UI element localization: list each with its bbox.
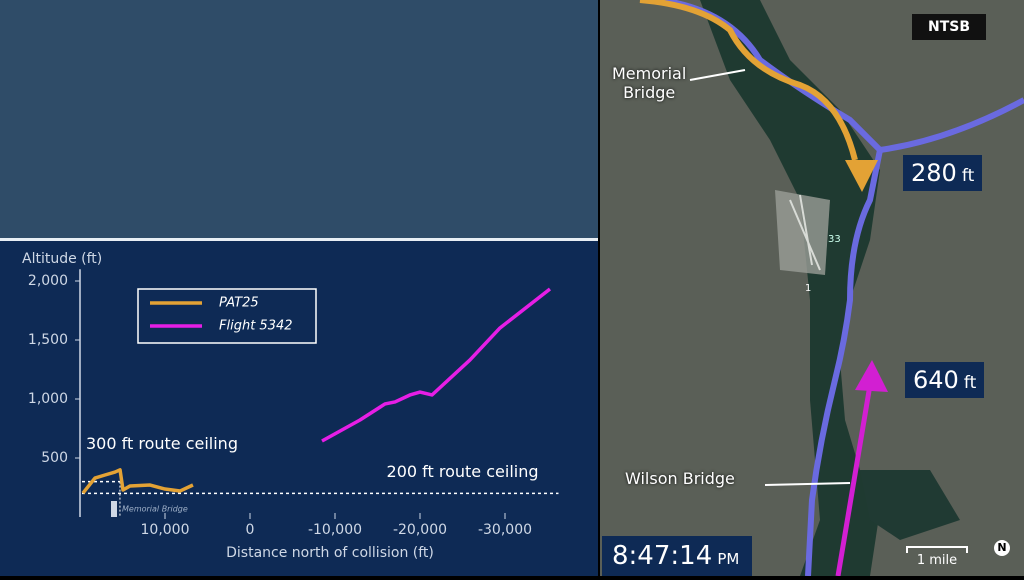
timestamp: 8:47:14 PM	[602, 536, 752, 576]
chart: Altitude (ft) Distance north of collisio…	[22, 251, 559, 561]
time-value: 8:47:14	[612, 541, 713, 571]
y-tick-label: 1,500	[28, 332, 68, 348]
series-line	[321, 287, 552, 443]
airplane-arrow	[855, 360, 888, 392]
x-tick-label: -10,000	[308, 522, 362, 538]
reference-label: 300 ft route ceiling	[86, 434, 238, 453]
altitude-value: 640	[913, 366, 959, 394]
airport	[775, 190, 830, 275]
source-badge: NTSB	[912, 14, 986, 40]
y-tick-label: 1,000	[28, 391, 68, 407]
altitude-badge: 280 ft	[903, 155, 983, 191]
y-axis-label: Altitude (ft)	[22, 251, 102, 267]
scale-bar	[906, 546, 968, 553]
altitude-value: 280	[911, 159, 957, 187]
wilson-bridge-line	[764, 482, 851, 486]
map-label: Memorial Bridge	[612, 64, 687, 102]
runways	[789, 194, 821, 271]
time-unit: PM	[717, 550, 740, 568]
map-label: Wilson Bridge	[625, 469, 735, 488]
top-panel	[0, 0, 598, 238]
compass: N	[994, 540, 1010, 556]
bridge-label: Memorial Bridge	[122, 505, 188, 514]
x-tick-label: -30,000	[478, 522, 532, 538]
airplane-path	[835, 384, 873, 577]
memorial-bridge-line	[689, 69, 746, 81]
river	[700, 0, 880, 576]
bridge-marker	[111, 501, 117, 517]
river-bay	[860, 470, 960, 540]
legend-label: PAT25	[219, 296, 259, 311]
reference-label: 200 ft route ceiling	[387, 462, 539, 481]
scale-label: 1 mile	[916, 553, 958, 568]
altitude-unit: ft	[963, 373, 977, 393]
legend-box	[137, 288, 317, 344]
legend-label: Flight 5342	[219, 319, 293, 334]
divider	[0, 238, 598, 241]
flight-path	[659, 0, 884, 577]
helicopter-arrow	[845, 160, 878, 192]
x-tick-label: 10,000	[141, 522, 190, 538]
x-tick-label: 0	[246, 522, 255, 538]
flight-path-north	[879, 97, 1024, 153]
altitude-badge: 640 ft	[905, 362, 985, 398]
runway-label: 1	[805, 283, 812, 294]
x-tick-label: -20,000	[393, 522, 447, 538]
map	[600, 0, 1024, 577]
series-line	[81, 468, 194, 495]
altitude-unit: ft	[961, 166, 975, 186]
x-axis-label: Distance north of collision (ft)	[226, 545, 434, 561]
y-tick-label: 500	[41, 450, 68, 466]
helicopter-path	[639, 0, 858, 161]
runway-label: 33	[828, 234, 841, 245]
chart-panel	[0, 241, 598, 576]
y-tick-label: 2,000	[28, 273, 68, 289]
